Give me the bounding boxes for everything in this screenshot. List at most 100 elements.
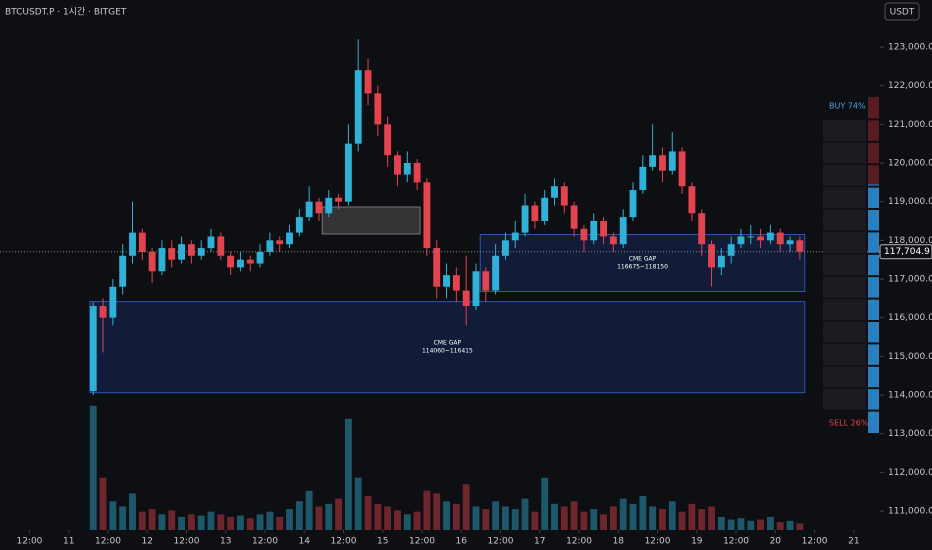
x-tick-label: 20 — [770, 537, 782, 547]
volume-bar — [551, 503, 558, 530]
candle-body — [472, 271, 480, 307]
sell-share-bar — [868, 97, 879, 185]
y-tick-label: 115,000.0 — [888, 352, 932, 362]
y-tick-label: 114,000.0 — [888, 391, 932, 401]
volume-bar — [344, 418, 352, 530]
volume-bar — [766, 516, 774, 530]
x-tick-label: 12:00 — [723, 537, 749, 547]
candle-body — [246, 259, 254, 264]
candle-body — [501, 240, 509, 256]
candle-body — [521, 205, 529, 233]
candle-body — [148, 251, 156, 272]
candle-body — [649, 155, 657, 167]
candle-body — [168, 248, 176, 260]
candle-body — [138, 232, 146, 252]
x-tick-label: 12:00 — [16, 537, 42, 547]
candle-body — [717, 255, 725, 268]
book-cell — [823, 299, 866, 321]
candle-body — [590, 220, 598, 241]
last-price-label: 117,704.9 — [884, 247, 930, 257]
book-cell — [823, 344, 866, 365]
volume-bar — [688, 503, 696, 530]
candle-body — [786, 240, 794, 245]
volume-bar — [158, 514, 166, 530]
volume-bar — [237, 515, 244, 530]
volume-bar — [119, 506, 127, 530]
currency-button[interactable] — [884, 2, 920, 21]
volume-bar — [109, 501, 117, 530]
candle-body — [698, 213, 706, 245]
x-tick-label: 14 — [299, 537, 311, 547]
candle-body — [452, 275, 460, 291]
x-tick-label: 12:00 — [488, 537, 514, 547]
currency-label[interactable]: USDT — [890, 8, 915, 18]
candle-body — [776, 232, 784, 245]
volume-bar — [256, 514, 264, 530]
book-cell — [823, 142, 866, 164]
volume-bar — [560, 506, 568, 530]
y-tick-label: 117,000.0 — [888, 274, 932, 284]
volume-bar — [286, 509, 293, 530]
book-cell — [823, 366, 866, 388]
candle-body — [286, 232, 293, 245]
candle-body — [403, 162, 411, 175]
candle-body — [266, 240, 274, 252]
candle-body — [315, 201, 323, 214]
gray-box — [321, 206, 421, 235]
candle-body — [757, 236, 765, 241]
candle-body — [413, 162, 421, 183]
candle-body — [354, 70, 362, 144]
volume-bar — [727, 519, 735, 530]
volume-bar — [619, 498, 627, 530]
candle-body — [531, 205, 539, 221]
book-cell — [823, 254, 866, 276]
x-tick-label: 15 — [377, 537, 388, 547]
volume-bar — [148, 509, 156, 530]
last-price-box — [879, 244, 932, 260]
volume-bar — [413, 511, 421, 530]
volume-bar — [403, 514, 411, 530]
volume-bar — [452, 503, 460, 530]
candle-body — [119, 255, 127, 287]
volume-bar — [266, 511, 274, 530]
volume-bar — [374, 503, 382, 530]
volume-bar — [335, 498, 343, 530]
volume-bar — [531, 511, 539, 530]
volume-bar — [227, 516, 235, 530]
volume-bar — [639, 496, 647, 530]
zone-label: CME GAP — [629, 256, 657, 263]
volume-bar — [796, 523, 804, 530]
book-cell — [823, 209, 866, 231]
candle-body — [207, 236, 215, 249]
candle-body — [492, 255, 500, 291]
candle-body — [737, 236, 745, 245]
x-tick-label: 13 — [220, 537, 231, 547]
candle-body — [256, 251, 264, 264]
volume-bar — [433, 493, 441, 530]
candle-body — [227, 255, 235, 268]
chart-title: BTCUSDT.P · 1시간 · BITGET — [5, 7, 127, 18]
candle-body — [325, 197, 333, 214]
zone-label: CME GAP — [434, 340, 462, 347]
volume-bar — [609, 506, 617, 530]
x-tick-label: 12 — [141, 537, 152, 547]
volume-bar — [129, 493, 136, 530]
candle-body — [374, 93, 382, 125]
volume-bar — [423, 490, 431, 530]
y-tick-label: 123,000.0 — [888, 42, 932, 52]
x-tick-label: 18 — [613, 537, 625, 547]
candle-body — [217, 236, 225, 256]
volume-bar — [501, 506, 509, 530]
volume-bar — [629, 503, 637, 530]
volume-bar — [187, 514, 195, 530]
candle-body — [619, 217, 627, 245]
candle-body — [511, 232, 519, 241]
candle-body — [659, 155, 666, 171]
candle-body — [187, 244, 195, 256]
volume-bar — [207, 511, 215, 530]
volume-bar — [246, 518, 254, 530]
y-tick-label: 120,000.0 — [888, 158, 932, 168]
volume-bar — [521, 498, 529, 530]
